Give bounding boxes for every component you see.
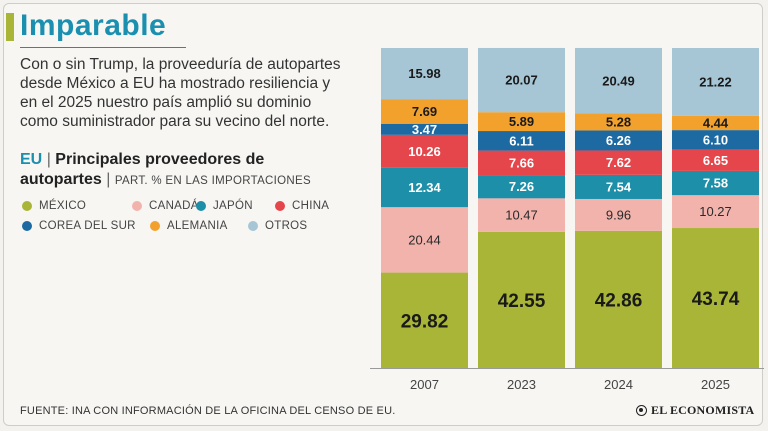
bar-segment-otros-2025	[672, 48, 759, 116]
data-label-japon-2024: 7.54	[606, 179, 632, 194]
bar-segment-canada-2023	[478, 198, 565, 232]
bar-segment-mexico-2024	[575, 230, 662, 368]
bar-segment-corea-del-sur-2007	[381, 123, 468, 135]
x-tick-label-2024: 2024	[604, 377, 633, 392]
data-label-mexico-2023: 42.55	[498, 291, 546, 312]
bar-segment-otros-2023	[478, 47, 565, 113]
bar-segment-mexico-2023	[478, 231, 565, 368]
data-label-corea-del-sur-2023: 6.11	[509, 133, 534, 148]
data-label-corea-del-sur-2025: 6.10	[703, 132, 728, 147]
bar-segment-alemania-2023	[478, 112, 565, 132]
legend-label-corea-del-sur: COREA DEL SUR	[39, 220, 136, 232]
data-label-china-2023: 7.66	[509, 155, 534, 170]
bar-segment-alemania-2024	[575, 113, 662, 131]
bar-segment-corea-del-sur-2025	[672, 130, 759, 150]
bar-segment-alemania-2025	[672, 115, 759, 131]
data-label-corea-del-sur-2007: 3.47	[412, 122, 437, 137]
legend-item-alemania: ALEMANIA	[150, 220, 228, 232]
legend-swatch-china	[275, 201, 285, 211]
legend-label-china: CHINA	[292, 200, 330, 212]
title-accent-bar	[6, 13, 14, 41]
bar-segment-canada-2024	[575, 198, 662, 231]
data-label-canada-2007: 20.44	[408, 232, 441, 247]
legend-item-canada: CANADÁ	[132, 200, 199, 212]
bar-segment-alemania-2007	[381, 99, 468, 124]
bar-segment-japon-2023	[478, 175, 565, 199]
legend-swatch-otros	[248, 221, 258, 231]
data-label-mexico-2007: 29.82	[401, 311, 449, 332]
data-label-mexico-2025: 43.74	[692, 289, 740, 310]
data-label-otros-2024: 20.49	[602, 73, 635, 88]
bar-segment-china-2007	[381, 134, 468, 168]
data-label-japon-2007: 12.34	[408, 180, 441, 195]
bar-segment-corea-del-sur-2024	[575, 130, 662, 151]
brand-name: EL ECONOMISTA	[651, 403, 755, 417]
x-tick-label-2007: 2007	[410, 377, 439, 392]
legend-item-china: CHINA	[275, 200, 329, 212]
subtitle-unit: PART. % EN LAS IMPORTACIONES	[114, 175, 311, 187]
data-label-china-2007: 10.26	[408, 144, 441, 159]
legend-label-otros: OTROS	[265, 220, 308, 232]
data-label-china-2025: 6.65	[703, 153, 728, 168]
legend-swatch-japon	[196, 201, 206, 211]
legend-swatch-alemania	[150, 221, 160, 231]
legend-label-japon: JAPÓN	[213, 200, 253, 212]
data-label-japon-2025: 7.58	[703, 176, 728, 191]
legend-label-canada: CANADÁ	[149, 200, 199, 212]
data-label-canada-2024: 9.96	[606, 207, 631, 222]
bar-segment-china-2025	[672, 149, 759, 171]
subtitle-text: Principales proveedores de autopartes	[20, 151, 265, 188]
data-label-alemania-2024: 5.28	[606, 114, 631, 129]
bar-segment-japon-2025	[672, 170, 759, 196]
x-tick-label-2025: 2025	[701, 377, 730, 392]
legend-item-otros: OTROS	[248, 220, 307, 232]
data-label-canada-2023: 10.47	[505, 208, 538, 223]
legend-swatch-corea-del-sur	[22, 221, 32, 231]
bar-segment-corea-del-sur-2023	[478, 131, 565, 151]
legend-label-mexico: MÉXICO	[39, 200, 87, 212]
data-label-otros-2007: 15.98	[408, 66, 441, 81]
data-label-mexico-2024: 42.86	[595, 290, 643, 311]
bar-segment-japon-2007	[381, 167, 468, 208]
bar-segment-japon-2024	[575, 174, 662, 199]
x-tick-label-2023: 2023	[507, 377, 536, 392]
legend-item-mexico: MÉXICO	[22, 200, 86, 212]
data-label-corea-del-sur-2024: 6.26	[606, 133, 631, 148]
legend-item-corea-del-sur: COREA DEL SUR	[22, 220, 136, 232]
legend-swatch-canada	[132, 201, 142, 211]
data-label-china-2024: 7.62	[606, 155, 631, 170]
data-label-alemania-2007: 7.69	[412, 104, 437, 119]
chart-subtitle: EU | Principales proveedores de autopart…	[20, 150, 350, 191]
data-label-alemania-2023: 5.89	[509, 114, 534, 129]
data-label-otros-2025: 21.22	[699, 74, 732, 89]
bar-segment-mexico-2025	[672, 228, 759, 368]
bar-segment-china-2023	[478, 150, 565, 176]
data-label-japon-2023: 7.26	[509, 179, 534, 194]
legend-item-japon: JAPÓN	[196, 200, 253, 212]
legend-swatch-mexico	[22, 201, 32, 211]
brand-logo: EL ECONOMISTA	[636, 403, 754, 418]
bar-segment-canada-2025	[672, 195, 759, 229]
page-title: Imparable	[20, 9, 167, 42]
legend-label-alemania: ALEMANIA	[167, 220, 228, 232]
subtitle-region: EU	[20, 151, 43, 168]
brand-logo-icon	[636, 405, 647, 416]
title-underline	[20, 47, 186, 48]
subtitle-separator: |	[46, 151, 51, 168]
bar-segment-canada-2007	[381, 207, 468, 273]
bar-segment-china-2024	[575, 150, 662, 175]
bar-segment-otros-2007	[381, 48, 468, 100]
bar-segment-mexico-2007	[381, 272, 468, 368]
data-label-alemania-2025: 4.44	[703, 116, 729, 131]
data-label-canada-2025: 10.27	[699, 204, 732, 219]
intro-text: Con o sin Trump, la proveeduría de autop…	[20, 56, 341, 130]
subtitle-unit-separator: |	[106, 171, 111, 188]
bar-segment-otros-2024	[575, 47, 662, 114]
source-note: FUENTE: INA CON INFORMACIÓN DE LA OFICIN…	[20, 405, 396, 417]
data-label-otros-2023: 20.07	[505, 73, 538, 88]
